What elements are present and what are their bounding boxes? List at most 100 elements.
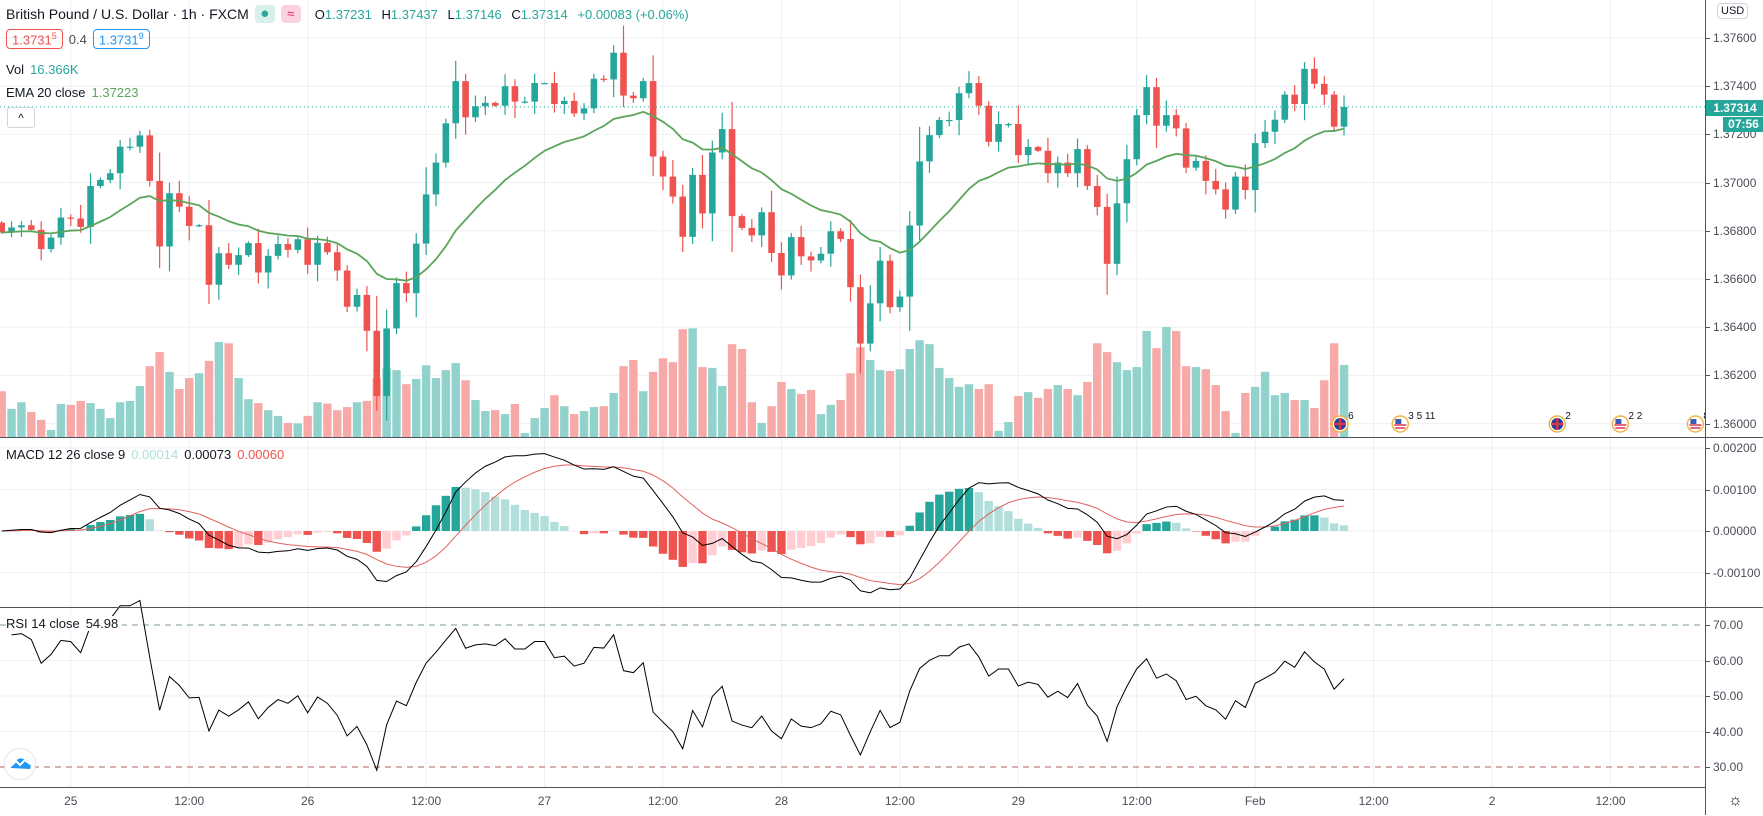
macd-histogram-bar	[1103, 531, 1111, 553]
volume-bar	[1192, 367, 1200, 437]
macd-histogram-bar	[945, 492, 953, 531]
macd-histogram-bar	[471, 489, 479, 531]
buy-price-button[interactable]: 1.37319	[93, 29, 150, 49]
candle-body	[1084, 149, 1091, 186]
macd-histogram-bar	[955, 489, 963, 531]
market-open-icon[interactable]: ●	[255, 5, 275, 23]
volume-bar	[1221, 411, 1229, 437]
macd-histogram-bar	[234, 531, 242, 548]
economic-event-us[interactable]: 8	[1687, 411, 1705, 432]
candle	[1222, 182, 1229, 218]
rsi-legend[interactable]: RSI 14 close 54.98	[6, 616, 122, 631]
sell-price-button[interactable]: 1.37315	[6, 29, 63, 49]
candle-body	[97, 180, 104, 186]
macd-histogram-bar	[521, 510, 529, 531]
macd-histogram-bar	[560, 526, 568, 531]
macd-histogram-bar	[1034, 528, 1042, 531]
candle-body	[1321, 84, 1328, 95]
volume-bar	[1281, 393, 1289, 437]
volume-bar	[37, 420, 45, 437]
close-value: 1.37314	[521, 7, 568, 22]
macd-histogram-bar	[649, 531, 657, 546]
candle	[97, 178, 104, 189]
macd-histogram-bar	[313, 531, 321, 533]
macd-histogram-bar	[876, 531, 884, 537]
economic-event-us[interactable]: 3 5 11	[1392, 411, 1435, 432]
macd-histogram-bar	[402, 531, 410, 535]
collapse-legend-button[interactable]: ^	[7, 107, 35, 128]
candle-body	[788, 237, 795, 275]
candle-body	[58, 218, 65, 238]
macd-histogram-bar	[353, 531, 361, 539]
volume-bar	[1054, 385, 1062, 437]
tradingview-logo[interactable]	[4, 748, 36, 780]
cloud-chart-icon	[5, 749, 35, 779]
macd-histogram-bar	[698, 531, 706, 563]
candle	[1104, 194, 1111, 295]
pane-divider-rsi[interactable]	[0, 607, 1763, 608]
pane-divider-macd[interactable]	[0, 437, 1763, 438]
volume-bar	[1251, 387, 1259, 437]
currency-button[interactable]: USD	[1717, 3, 1748, 19]
candle	[166, 183, 173, 272]
rsi-tick: 40.00	[1713, 725, 1743, 739]
candle	[531, 74, 538, 114]
volume-bar	[264, 410, 272, 437]
macd-histogram-bar	[1063, 531, 1071, 539]
candle-body	[995, 124, 1002, 142]
volume-legend[interactable]: Vol 16.366K	[6, 62, 79, 77]
candle-body	[916, 161, 923, 225]
candle	[58, 208, 65, 245]
macd-histogram-bar	[412, 526, 420, 531]
candle-body	[778, 253, 785, 275]
ema-legend[interactable]: EMA 20 close 1.37223	[6, 85, 139, 100]
macd-legend[interactable]: MACD 12 26 close 9 0.00014 0.00073 0.000…	[6, 447, 284, 462]
candle	[808, 252, 815, 272]
data-wave-icon[interactable]: ≈	[281, 5, 301, 23]
macd-histogram-bar	[1231, 531, 1239, 542]
candle	[571, 93, 578, 117]
volume-bar	[669, 362, 677, 437]
candle-body	[1015, 124, 1022, 155]
volume-bar	[155, 352, 163, 437]
candle	[541, 82, 548, 84]
macd-tick: 0.00000	[1713, 524, 1756, 538]
volume-bar	[1113, 362, 1121, 437]
candle-body	[729, 129, 736, 216]
candle-body	[413, 244, 420, 294]
volume-bar	[1320, 380, 1328, 437]
candle	[1163, 101, 1170, 132]
candle-body	[1341, 107, 1348, 127]
candle-body	[758, 212, 765, 235]
candle-body	[324, 243, 331, 252]
economic-event-us[interactable]: 2 2	[1612, 411, 1642, 432]
time-label: 12:00	[1595, 794, 1625, 808]
candle	[255, 229, 262, 284]
settings-gear-icon[interactable]: ☼	[1728, 792, 1743, 810]
candle-body	[107, 173, 114, 180]
candle-body	[393, 283, 400, 328]
candle-body	[1282, 95, 1289, 120]
macd-histogram-bar	[669, 531, 677, 560]
candle	[354, 289, 361, 312]
price-tick: 1.36600	[1713, 272, 1756, 286]
macd-signal-value: 0.00060	[237, 447, 284, 462]
time-label: 12:00	[885, 794, 915, 808]
candle	[719, 113, 726, 160]
volume-bar	[215, 342, 223, 437]
candle-body	[966, 83, 973, 93]
candle-body	[1232, 177, 1239, 210]
volume-bar	[698, 367, 706, 437]
candle	[966, 71, 973, 98]
economic-event-uk[interactable]: 2	[1549, 411, 1571, 432]
macd-histogram-bar	[195, 531, 203, 540]
macd-histogram-bar	[807, 531, 815, 546]
macd-histogram-bar	[550, 522, 558, 531]
rsi-tick: 50.00	[1713, 689, 1743, 703]
macd-histogram-bar	[501, 499, 509, 531]
candle	[18, 221, 25, 237]
symbol-title[interactable]: British Pound / U.S. Dollar · 1h · FXCM	[6, 6, 249, 22]
